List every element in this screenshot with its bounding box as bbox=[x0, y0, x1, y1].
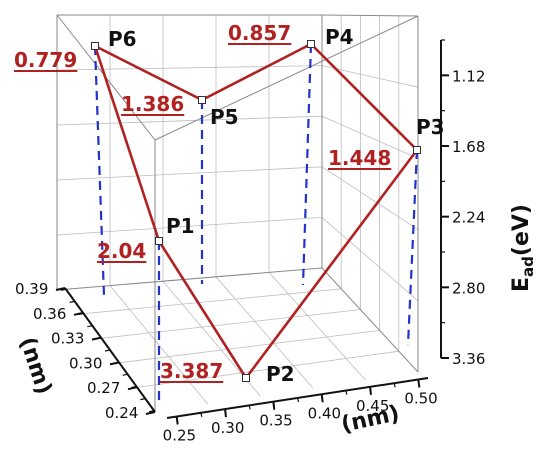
x-tick-label: 0.45 bbox=[356, 397, 389, 415]
drop-lines bbox=[93, 43, 419, 406]
grid-line bbox=[115, 330, 380, 364]
point-marker-p6 bbox=[91, 42, 99, 50]
y-minor-tick bbox=[122, 373, 128, 376]
y-tick bbox=[127, 386, 138, 391]
drop-line-p6 bbox=[93, 45, 106, 297]
y-minor-tick bbox=[113, 361, 119, 364]
y-minor-tick bbox=[104, 349, 111, 352]
x-tick-label: 0.50 bbox=[404, 389, 437, 407]
grid-line bbox=[215, 276, 314, 389]
point-value-p2: 3.387 bbox=[160, 359, 223, 383]
energy-path bbox=[91, 40, 421, 382]
cube-edge bbox=[321, 14, 419, 17]
grid-line bbox=[321, 115, 419, 159]
point-value-p1: 2.04 bbox=[97, 239, 146, 263]
point-marker-p3 bbox=[413, 146, 421, 154]
y-minor-tick bbox=[69, 300, 75, 303]
x-minor-tick bbox=[176, 416, 179, 421]
x-minor-tick bbox=[224, 408, 227, 414]
y-minor-tick bbox=[148, 410, 155, 413]
y-tick-label: 0.39 bbox=[15, 280, 48, 298]
y-tick bbox=[145, 411, 156, 415]
y-tick bbox=[73, 311, 84, 316]
point-name-p1: P1 bbox=[166, 214, 195, 238]
point-marker-p4 bbox=[307, 40, 315, 48]
point-marker-p2 bbox=[242, 374, 250, 382]
x-minor-tick bbox=[369, 386, 372, 392]
cube-edge bbox=[154, 15, 419, 141]
z-tick-label: 2.24 bbox=[452, 209, 485, 227]
y-tick-label: 0.36 bbox=[33, 305, 66, 323]
x-minor-tick bbox=[200, 412, 203, 417]
y-tick-label: 0.24 bbox=[105, 404, 138, 422]
y-minor-tick bbox=[87, 325, 93, 328]
point-name-p6: P6 bbox=[108, 27, 137, 51]
grid-line bbox=[268, 272, 366, 381]
cube-edge bbox=[321, 267, 419, 373]
point-value-p4: 0.857 bbox=[228, 21, 291, 45]
point-name-p4: P4 bbox=[325, 25, 354, 49]
cube-edge bbox=[56, 267, 323, 291]
y-tick-label: 0.30 bbox=[69, 354, 102, 372]
x-minor-tick bbox=[345, 390, 348, 395]
z-axis-title: Ead(eV) bbox=[509, 204, 537, 292]
point-value-p5: 1.386 bbox=[121, 92, 184, 116]
x-minor-tick bbox=[296, 397, 300, 403]
y-axis-title: (nm) bbox=[14, 334, 56, 398]
point-name-p2: P2 bbox=[266, 362, 295, 386]
y-minor-tick bbox=[96, 337, 102, 340]
chart-grid bbox=[56, 14, 419, 412]
grid-line bbox=[56, 115, 323, 126]
x-tick bbox=[417, 379, 421, 388]
x-tick-label: 0.30 bbox=[211, 419, 244, 437]
y-tick bbox=[55, 287, 66, 291]
x-minor-tick bbox=[272, 401, 275, 406]
y-tick-label: 0.27 bbox=[87, 379, 120, 397]
y-minor-tick bbox=[60, 288, 67, 291]
y-minor-tick bbox=[140, 398, 146, 401]
point-value-p3: 1.448 bbox=[328, 146, 391, 170]
point-value-p6: 0.779 bbox=[14, 48, 77, 72]
chart-axes bbox=[55, 39, 449, 425]
x-tick-label: 0.25 bbox=[163, 427, 196, 445]
point-marker-p5 bbox=[198, 96, 206, 104]
point-name-p3: P3 bbox=[416, 115, 445, 139]
y-minor-tick bbox=[78, 312, 84, 316]
x-minor-tick bbox=[248, 405, 251, 410]
drop-line-p3 bbox=[406, 149, 419, 346]
x-tick-label: 0.35 bbox=[259, 412, 292, 430]
y-tick-label: 0.33 bbox=[51, 330, 84, 348]
z-tick-label: 2.80 bbox=[452, 279, 485, 297]
point-marker-p1 bbox=[155, 237, 163, 245]
grid-line bbox=[109, 285, 208, 405]
grid-line bbox=[56, 65, 323, 71]
grid-line bbox=[321, 217, 419, 302]
x-minor-tick bbox=[393, 383, 396, 388]
x-axis-title: (nm) bbox=[339, 401, 402, 438]
point-labels: P1 2.04 P2 3.387 P3 1.448 P4 0.857 P5 1.386 P6 0.77… bbox=[14, 21, 445, 386]
grid-line bbox=[76, 288, 342, 315]
grid-line bbox=[96, 309, 361, 340]
y-minor-tick bbox=[131, 385, 137, 389]
grid-line bbox=[56, 166, 323, 181]
grid-line bbox=[321, 166, 419, 230]
z-tick-label: 1.68 bbox=[452, 138, 485, 156]
x-minor-tick bbox=[321, 394, 324, 399]
z-tick-label: 3.36 bbox=[452, 350, 485, 368]
drop-line-p4 bbox=[301, 43, 313, 286]
z-tick-label: 1.12 bbox=[452, 67, 485, 85]
point-name-p5: P5 bbox=[210, 105, 239, 129]
tick-labels: 0.25 0.30 0.35 0.40 0.45 0.50 0.24 0.27 0.30 0.33… bbox=[15, 67, 485, 444]
x-tick-label: 0.40 bbox=[308, 404, 341, 422]
